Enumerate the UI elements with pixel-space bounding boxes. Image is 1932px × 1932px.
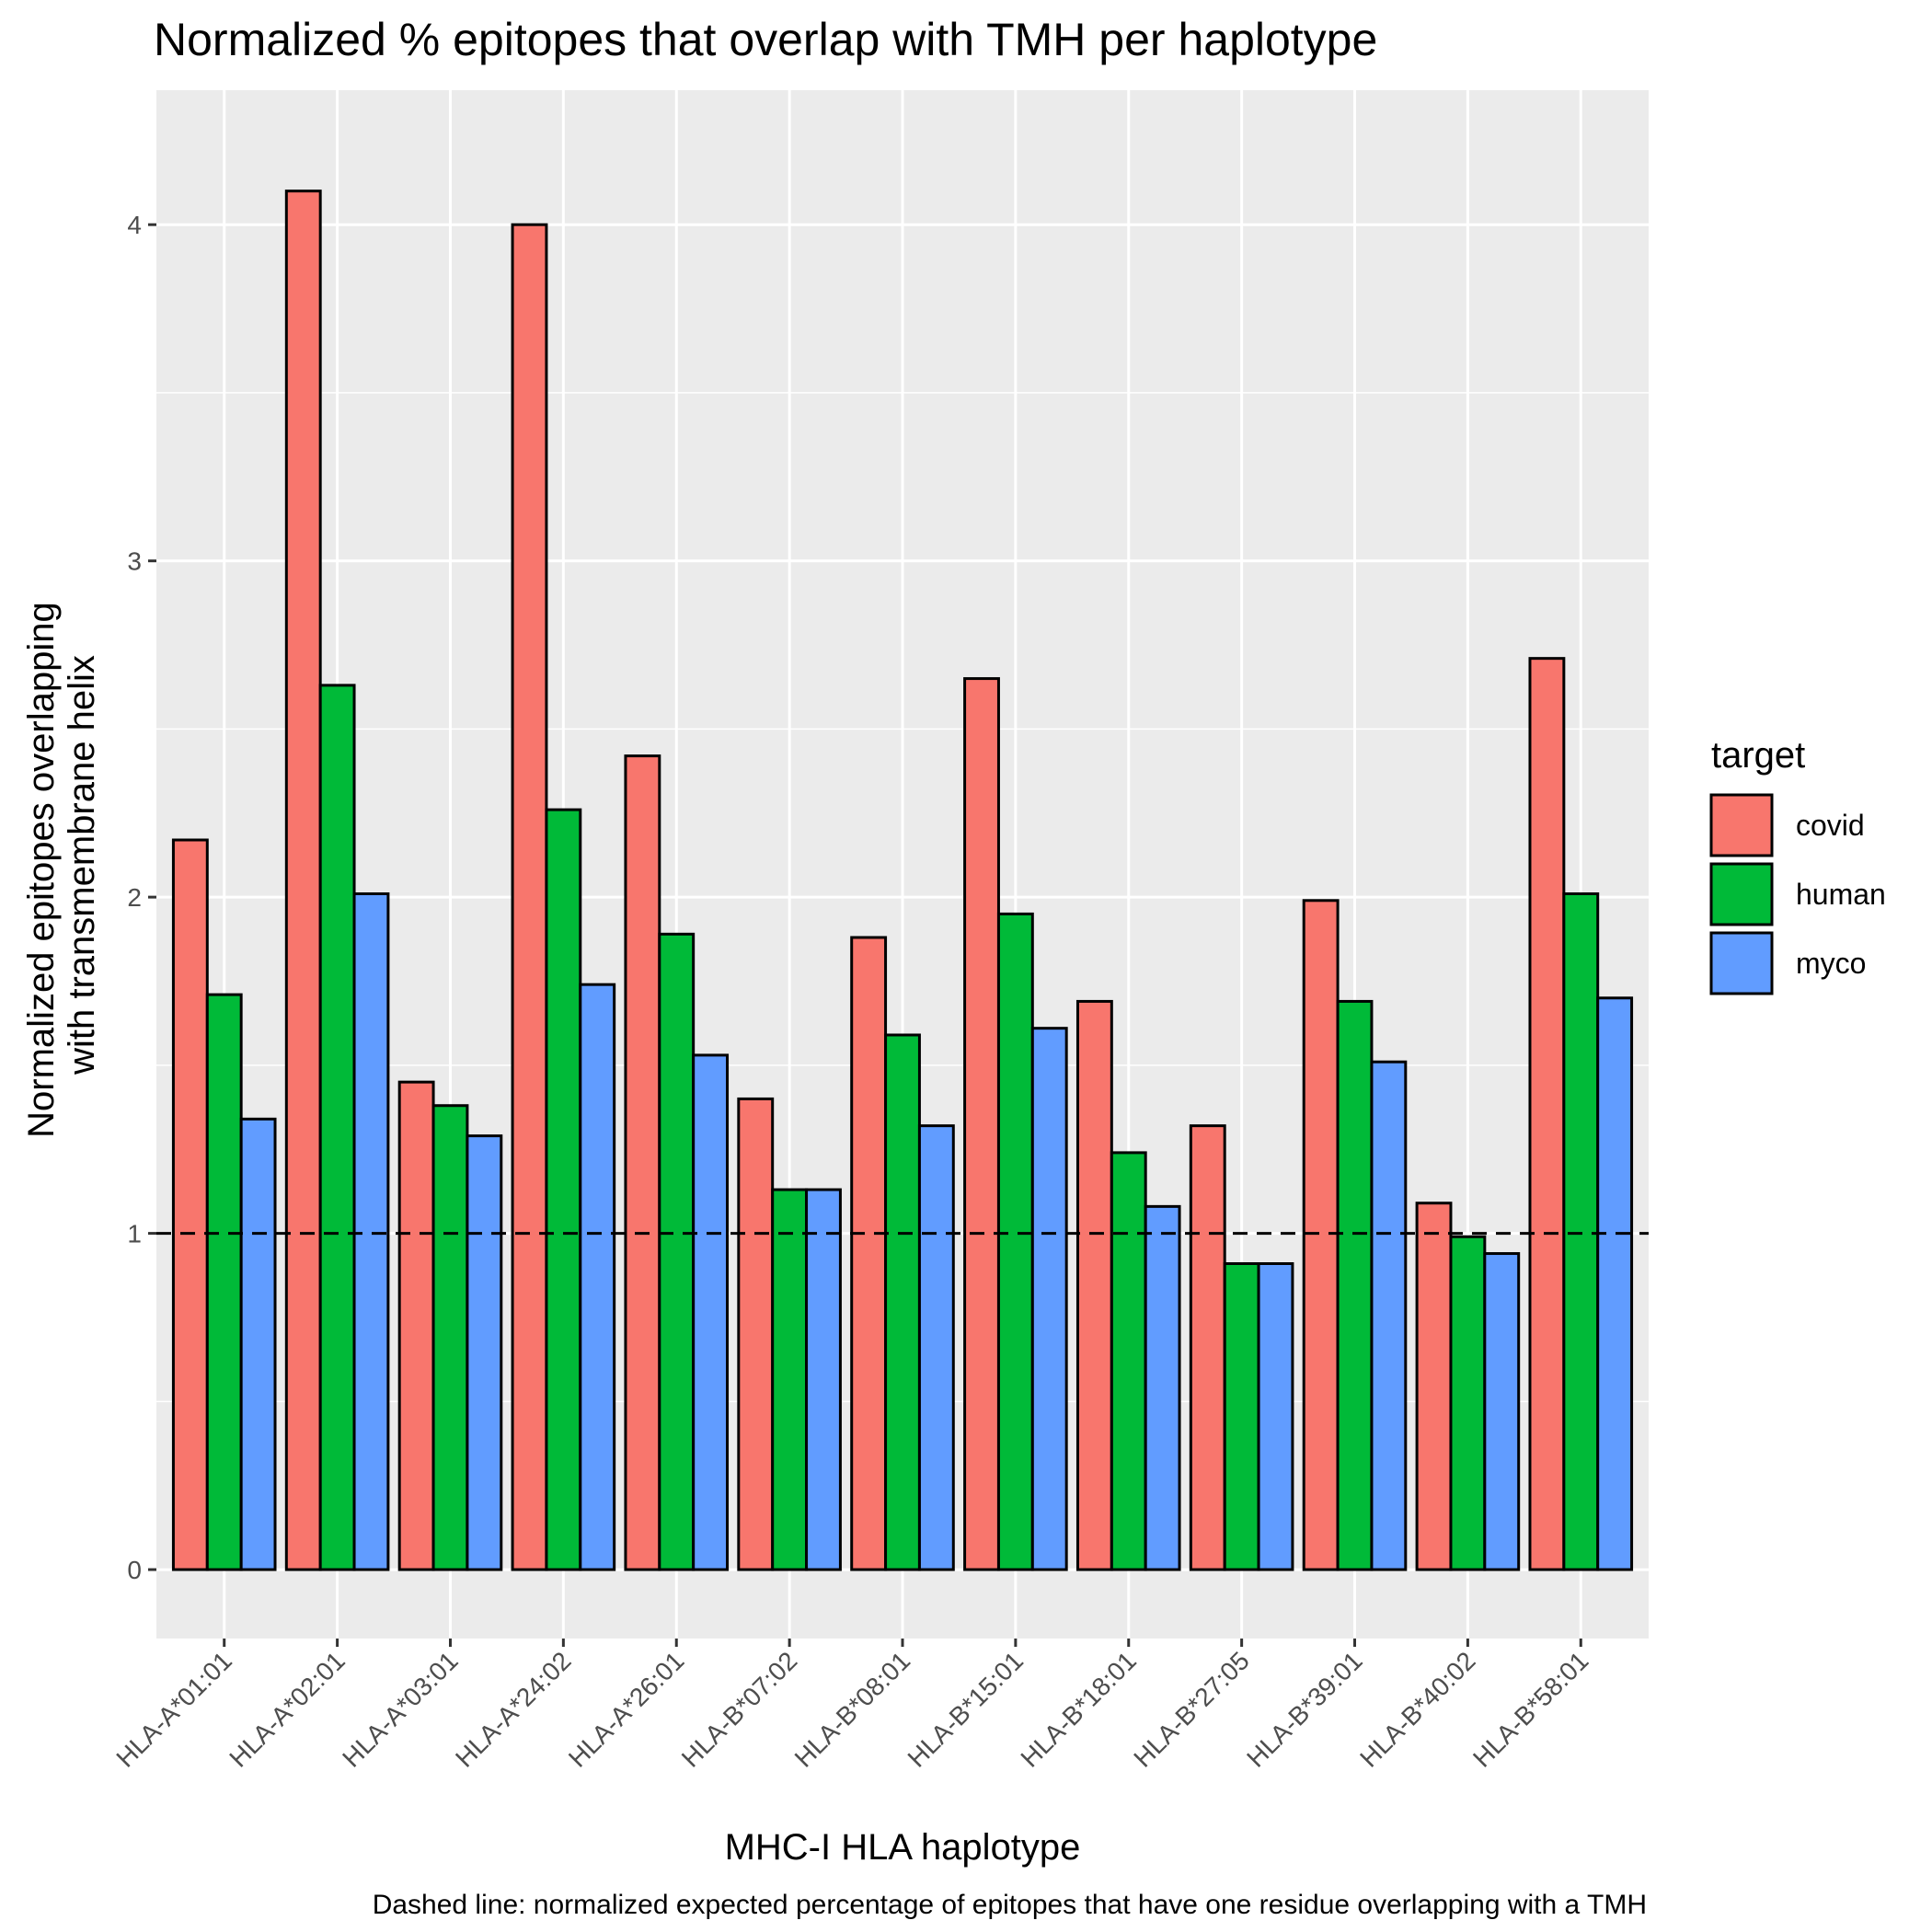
bar-covid: [511, 223, 548, 1571]
x-tick-label: HLA-B*39:01: [1241, 1646, 1367, 1772]
caption: Dashed line: normalized expected percent…: [373, 1890, 1647, 1920]
bar-human: [431, 1104, 469, 1571]
bar-human: [205, 993, 243, 1571]
y-axis-title: Normalized epitopes overlapping with tra…: [21, 592, 102, 1138]
bar-human: [1449, 1235, 1487, 1571]
bar-myco: [1483, 1252, 1521, 1571]
bar-myco: [579, 983, 616, 1571]
legend-label-covid: covid: [1796, 809, 1865, 842]
bar-myco: [1257, 1261, 1294, 1571]
x-axis-title: MHC-I HLA haplotype: [725, 1827, 1081, 1868]
bar-myco: [692, 1053, 730, 1571]
bar-human: [996, 912, 1034, 1571]
chart-title: Normalized % epitopes that overlap with …: [154, 14, 1377, 65]
bar-human: [884, 1033, 921, 1571]
x-tick-label: HLA-B*07:02: [676, 1646, 802, 1772]
bar-covid: [624, 754, 661, 1571]
bar-myco: [1144, 1204, 1181, 1571]
bar-covid: [737, 1097, 775, 1571]
y-tick-label: 4: [127, 211, 142, 239]
y-axis: 0 1 2 3 4: [127, 211, 156, 1584]
y-tick-label: 0: [127, 1556, 142, 1584]
x-tick-label: HLA-B*40:02: [1354, 1646, 1480, 1772]
bar-human: [1336, 999, 1374, 1571]
bar-human: [1223, 1261, 1260, 1571]
legend-label-human: human: [1796, 878, 1886, 911]
bar-myco: [1370, 1060, 1408, 1571]
x-tick-label: HLA-A*03:01: [337, 1646, 463, 1772]
bar-human: [1110, 1151, 1147, 1571]
bar-human: [1562, 891, 1600, 1571]
y-tick-label: 3: [127, 547, 142, 576]
bar-human: [771, 1188, 809, 1571]
x-tick-label: HLA-B*08:01: [789, 1646, 915, 1772]
bar-myco: [466, 1134, 503, 1571]
bar-myco: [352, 891, 390, 1571]
x-tick-label: HLA-A*24:02: [450, 1646, 576, 1772]
x-tick-label: HLA-A*01:01: [110, 1646, 236, 1772]
legend-key-human: [1709, 862, 1774, 926]
y-axis-title-line-1: Normalized epitopes overlapping: [21, 602, 62, 1138]
bar-human: [658, 932, 696, 1571]
legend-key-myco: [1709, 931, 1774, 995]
x-axis: HLA-A*01:01HLA-A*02:01HLA-A*03:01HLA-A*2…: [110, 1639, 1594, 1773]
bars: [171, 190, 1634, 1571]
bar-covid: [284, 190, 322, 1571]
legend-label-myco: myco: [1796, 947, 1866, 980]
y-axis-title-line-2: with transmembrane helix: [62, 655, 102, 1075]
x-tick-label: HLA-B*15:01: [903, 1646, 1029, 1772]
x-tick-label: HLA-A*26:01: [563, 1646, 689, 1772]
bar-myco: [1030, 1027, 1068, 1571]
bar-covid: [1189, 1124, 1226, 1571]
bar-covid: [850, 936, 888, 1571]
bar-human: [545, 808, 582, 1571]
legend-title: target: [1711, 735, 1805, 776]
bar-covid: [1075, 999, 1113, 1571]
bar-myco: [917, 1124, 955, 1571]
bar-covid: [1302, 899, 1340, 1571]
bar-myco: [805, 1188, 842, 1571]
x-tick-label: HLA-B*18:01: [1016, 1646, 1142, 1772]
x-tick-label: HLA-A*02:01: [224, 1646, 350, 1772]
legend-key-covid: [1709, 793, 1774, 857]
bar-covid: [397, 1080, 435, 1571]
legend: target covid human myco: [1709, 735, 1886, 995]
bar-covid: [963, 677, 1000, 1571]
x-tick-label: HLA-B*58:01: [1467, 1646, 1593, 1772]
bar-covid: [1415, 1202, 1453, 1571]
y-tick-label: 1: [127, 1220, 142, 1248]
y-tick-label: 2: [127, 883, 142, 912]
bar-myco: [239, 1117, 277, 1571]
bar-covid: [1528, 657, 1566, 1571]
bar-myco: [1596, 996, 1634, 1571]
bar-covid: [171, 838, 209, 1571]
bar-human: [318, 684, 356, 1571]
x-tick-label: HLA-B*27:05: [1128, 1646, 1254, 1772]
